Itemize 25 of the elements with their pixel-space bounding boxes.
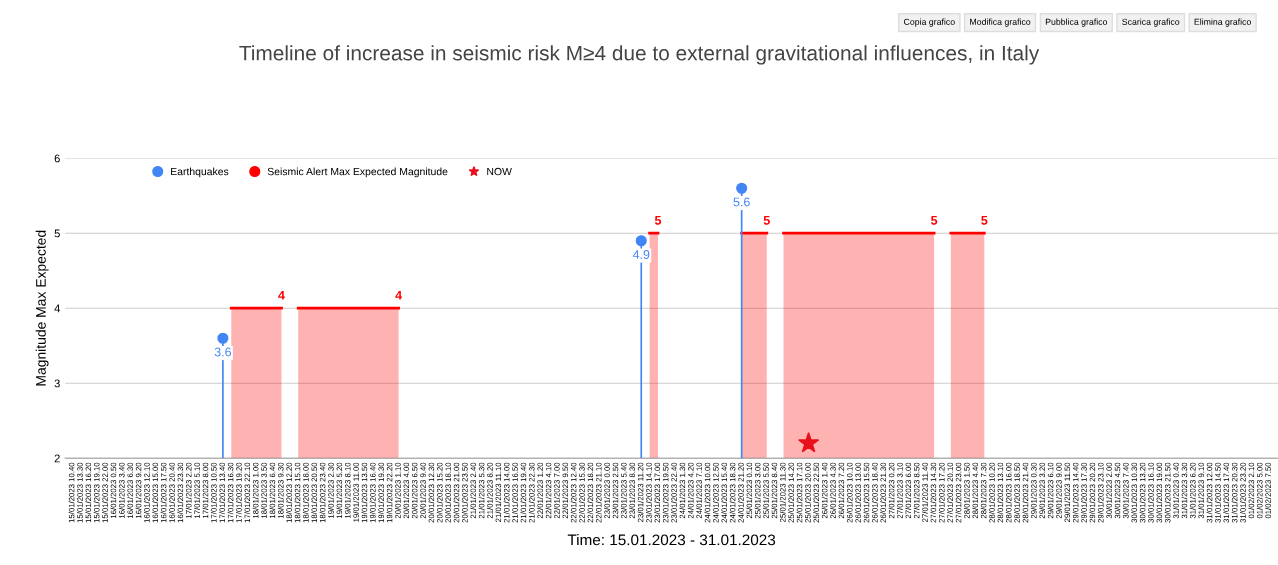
y-tick-label: 5 <box>54 229 60 238</box>
text: Modifica grafico <box>970 18 1031 27</box>
data-label: 4 <box>395 291 403 300</box>
data-label: 5 <box>981 216 988 225</box>
data-label: 5 <box>654 216 662 225</box>
legend-label: Earthquakes <box>171 167 229 178</box>
y-axis-title: Magnitude Max Expected <box>35 230 49 386</box>
x-axis-title: Time: 15.01.2023 - 31.01.2023 <box>567 534 776 546</box>
y-tick-label: 4 <box>54 304 60 313</box>
text: Scarica grafico <box>1122 18 1180 27</box>
data-label: 4.9 <box>632 250 650 259</box>
text: Pubblica grafico <box>1045 18 1108 27</box>
text: Elimina grafico <box>1194 18 1251 27</box>
legend-label: Seismic Alert Max Expected Magnitude <box>267 167 448 178</box>
data-label: 5 <box>763 216 770 225</box>
text: Copia grafico <box>903 18 955 27</box>
chart-title: Timeline of increase in seismic risk M≥4 due to external gravitational influences, in Italy <box>239 45 1040 65</box>
y-tick-label: 3 <box>54 379 60 388</box>
data-label: 5 <box>931 216 938 225</box>
y-tick-label: 2 <box>54 454 60 463</box>
legend-label: NOW <box>487 167 512 176</box>
data-label: 5.6 <box>733 197 750 207</box>
data-label: 3.6 <box>214 347 232 357</box>
y-tick-label: 6 <box>54 154 60 163</box>
data-label: 4 <box>278 291 285 300</box>
